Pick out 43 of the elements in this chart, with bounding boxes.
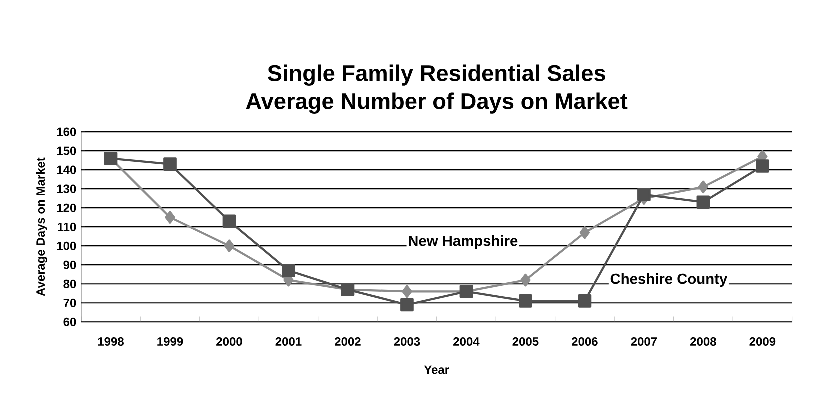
y-tick-label: 60 bbox=[64, 318, 76, 326]
x-tick-label: 2002 bbox=[335, 337, 361, 346]
point bbox=[698, 180, 709, 194]
y-tick-label: 100 bbox=[57, 242, 76, 250]
point bbox=[400, 298, 414, 312]
series-label: Cheshire County bbox=[610, 273, 728, 288]
point bbox=[580, 226, 590, 240]
x-tick-label: 2003 bbox=[394, 337, 420, 346]
x-tick-label: 1999 bbox=[158, 337, 184, 346]
x-tick-label: 2009 bbox=[750, 337, 776, 346]
series-label: New Hampshire bbox=[409, 235, 518, 250]
y-tick-label: 150 bbox=[57, 146, 76, 156]
y-tick-label: 90 bbox=[64, 260, 76, 270]
x-tick-label: 1998 bbox=[98, 337, 124, 346]
x-axis-title: Year bbox=[424, 366, 450, 374]
x-tick-label: 2005 bbox=[512, 337, 539, 346]
y-axis-title: Average Days on Market bbox=[36, 158, 48, 296]
y-tick-label: 130 bbox=[57, 184, 76, 194]
point bbox=[520, 274, 531, 287]
x-tick-label: 2007 bbox=[631, 337, 658, 346]
point bbox=[164, 158, 177, 171]
x-tick-label: 2000 bbox=[216, 337, 242, 346]
y-tick-label: 140 bbox=[57, 166, 76, 174]
y-tick-label: 70 bbox=[64, 298, 76, 308]
point bbox=[756, 160, 770, 173]
point bbox=[638, 188, 651, 202]
y-tick-label: 110 bbox=[58, 222, 76, 232]
chart-title: Single Family Residential Sales Average Number of Days on Market bbox=[246, 64, 628, 114]
point bbox=[224, 240, 235, 252]
y-tick-label: 160 bbox=[57, 128, 76, 136]
x-tick-label: 2004 bbox=[454, 337, 480, 346]
x-tick-label: 2001 bbox=[276, 337, 302, 346]
point bbox=[519, 294, 532, 308]
y-tick-label: 120 bbox=[57, 204, 76, 212]
point bbox=[578, 294, 592, 308]
y-tick-label: 80 bbox=[64, 280, 76, 288]
point bbox=[402, 285, 412, 298]
point bbox=[222, 214, 236, 228]
x-tick-label: 2006 bbox=[572, 337, 598, 346]
point bbox=[282, 264, 296, 278]
x-tick-label: 2008 bbox=[690, 337, 716, 346]
point bbox=[696, 196, 710, 209]
point bbox=[165, 211, 176, 224]
